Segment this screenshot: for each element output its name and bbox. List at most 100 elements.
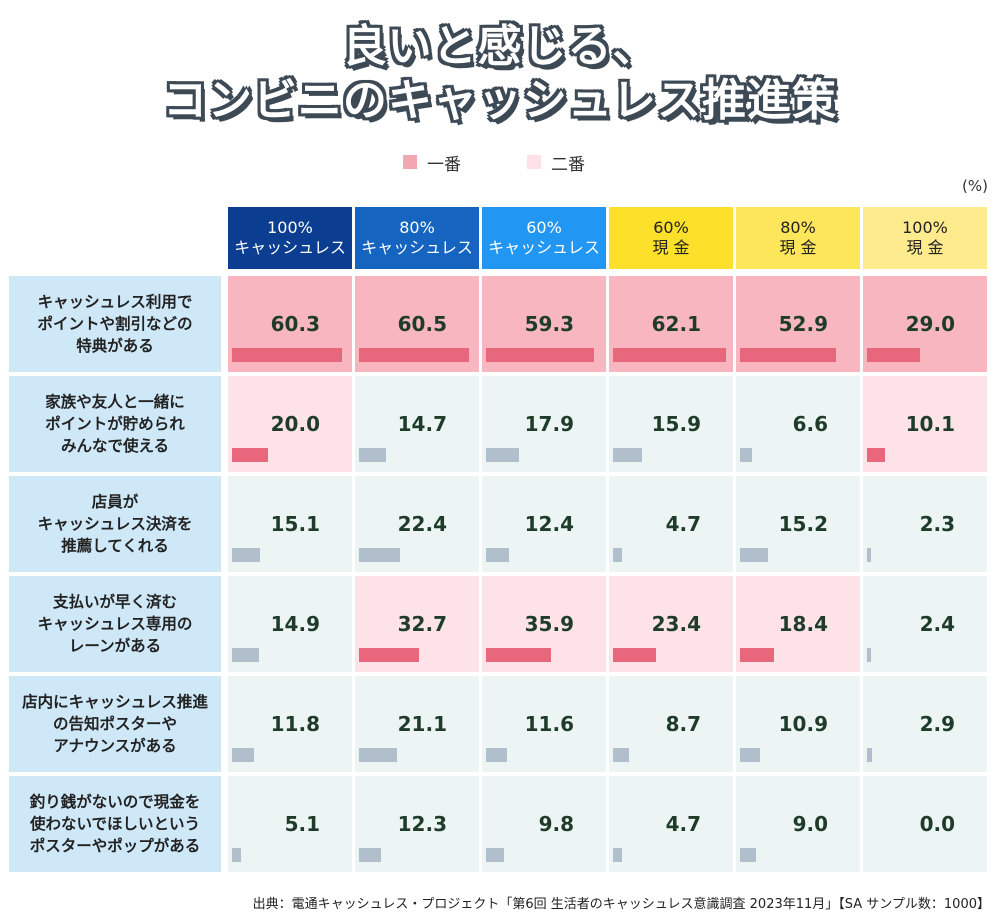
column-header-line2: 現 金 <box>906 238 944 257</box>
data-cell: 52.9 <box>736 276 860 372</box>
data-cell: 29.0 <box>863 276 987 372</box>
value-bar <box>613 348 727 362</box>
value-bar <box>740 748 760 762</box>
row-header-line: 支払いが早く済む <box>52 593 177 611</box>
value-bar <box>232 748 254 762</box>
data-cell: 2.3 <box>863 476 987 572</box>
column-header-2: 80% キャッシュレス <box>355 207 479 269</box>
value-label: 2.3 <box>919 512 955 536</box>
value-label: 52.9 <box>778 312 828 336</box>
data-cell: 4.7 <box>609 476 733 572</box>
value-bar <box>486 848 504 862</box>
data-cell: 18.4 <box>736 576 860 672</box>
data-cell: 60.5 <box>355 276 479 372</box>
row-header-line: 店員が <box>91 493 139 511</box>
data-cell: 22.4 <box>355 476 479 572</box>
row-header-line: 推薦してくれる <box>61 537 169 555</box>
row-header-6: 釣り銭がないので現金を 使わないでほしいという ポスターやポップがある <box>9 776 221 872</box>
value-bar <box>867 348 920 362</box>
value-bar <box>740 548 768 562</box>
value-label: 21.1 <box>397 712 447 736</box>
data-cell: 10.9 <box>736 676 860 772</box>
value-label: 29.0 <box>905 312 955 336</box>
column-header-line1: 80% <box>780 218 816 237</box>
column-header-line2: 現 金 <box>779 238 817 257</box>
legend-first-label: 一番 <box>427 154 461 175</box>
row-header-line: 店内にキャッシュレス推進 <box>22 693 208 711</box>
data-cell: 4.7 <box>609 776 733 872</box>
legend-second-swatch <box>527 155 541 169</box>
row-header-line: 家族や友人と一緒に <box>45 393 185 411</box>
data-cell: 14.9 <box>228 576 352 672</box>
value-bar <box>232 848 242 862</box>
value-bar <box>740 648 774 662</box>
row-header-2: 家族や友人と一緒に ポイントが貯められ みんなで使える <box>9 376 221 472</box>
value-label: 12.3 <box>397 812 447 836</box>
value-label: 60.3 <box>270 312 320 336</box>
data-cell: 6.6 <box>736 376 860 472</box>
value-label: 14.7 <box>397 412 447 436</box>
value-label: 14.9 <box>270 612 320 636</box>
data-cell: 2.9 <box>863 676 987 772</box>
data-cell: 12.4 <box>482 476 606 572</box>
column-header-line1: 60% <box>653 218 689 237</box>
column-header-3: 60% キャッシュレス <box>482 207 606 269</box>
value-label: 4.7 <box>665 512 701 536</box>
data-cell: 12.3 <box>355 776 479 872</box>
value-label: 9.0 <box>792 812 828 836</box>
value-label: 35.9 <box>524 612 574 636</box>
data-cell: 15.2 <box>736 476 860 572</box>
data-cell: 15.9 <box>609 376 733 472</box>
value-bar <box>867 548 872 562</box>
value-label: 11.6 <box>524 712 574 736</box>
row-header-1: キャッシュレス利用で ポイントや割引などの 特典がある <box>9 276 221 372</box>
data-cell: 35.9 <box>482 576 606 672</box>
value-bar <box>359 348 470 362</box>
value-bar <box>359 848 382 862</box>
value-bar <box>232 548 260 562</box>
column-header-line1: 80% <box>399 218 435 237</box>
value-label: 15.1 <box>270 512 320 536</box>
data-cell: 9.8 <box>482 776 606 872</box>
value-bar <box>613 448 642 462</box>
value-bar <box>613 648 656 662</box>
value-bar <box>359 748 398 762</box>
value-label: 22.4 <box>397 512 447 536</box>
value-label: 17.9 <box>524 412 574 436</box>
value-bar <box>486 648 552 662</box>
data-cell: 32.7 <box>355 576 479 672</box>
row-header-line: の告知ポスターや <box>52 715 177 733</box>
value-label: 18.4 <box>778 612 828 636</box>
value-label: 10.9 <box>778 712 828 736</box>
row-header-line: 釣り銭がないので現金を <box>29 793 201 811</box>
column-header-6: 100% 現 金 <box>863 207 987 269</box>
row-header-line: キャッシュレス専用の <box>37 615 193 633</box>
column-header-line2: キャッシュレス <box>361 238 473 257</box>
row-header-line: ポイントが貯められ <box>45 415 185 433</box>
data-cell: 10.1 <box>863 376 987 472</box>
unit-label: (%) <box>962 177 988 195</box>
data-cell: 9.0 <box>736 776 860 872</box>
column-header-line1: 60% <box>526 218 562 237</box>
data-cell: 23.4 <box>609 576 733 672</box>
value-bar <box>486 748 508 762</box>
value-bar <box>232 648 260 662</box>
column-header-1: 100% キャッシュレス <box>228 207 352 269</box>
column-header-line2: キャッシュレス <box>488 238 600 257</box>
value-label: 0.0 <box>919 812 955 836</box>
value-label: 15.9 <box>651 412 701 436</box>
value-label: 62.1 <box>651 312 701 336</box>
column-header-5: 80% 現 金 <box>736 207 860 269</box>
value-bar <box>232 448 269 462</box>
row-header-line: キャッシュレス決済を <box>37 515 193 533</box>
data-cell: 11.8 <box>228 676 352 772</box>
value-bar <box>359 548 400 562</box>
row-header-3: 店員がキャッシュレス決済を 推薦してくれる <box>9 476 221 572</box>
column-header-4: 60% 現 金 <box>609 207 733 269</box>
value-label: 4.7 <box>665 812 701 836</box>
value-bar <box>867 648 872 662</box>
data-cell: 62.1 <box>609 276 733 372</box>
legend-first: 一番 <box>403 152 461 175</box>
data-cell: 0.0 <box>863 776 987 872</box>
column-header-line2: キャッシュレス <box>234 238 346 257</box>
